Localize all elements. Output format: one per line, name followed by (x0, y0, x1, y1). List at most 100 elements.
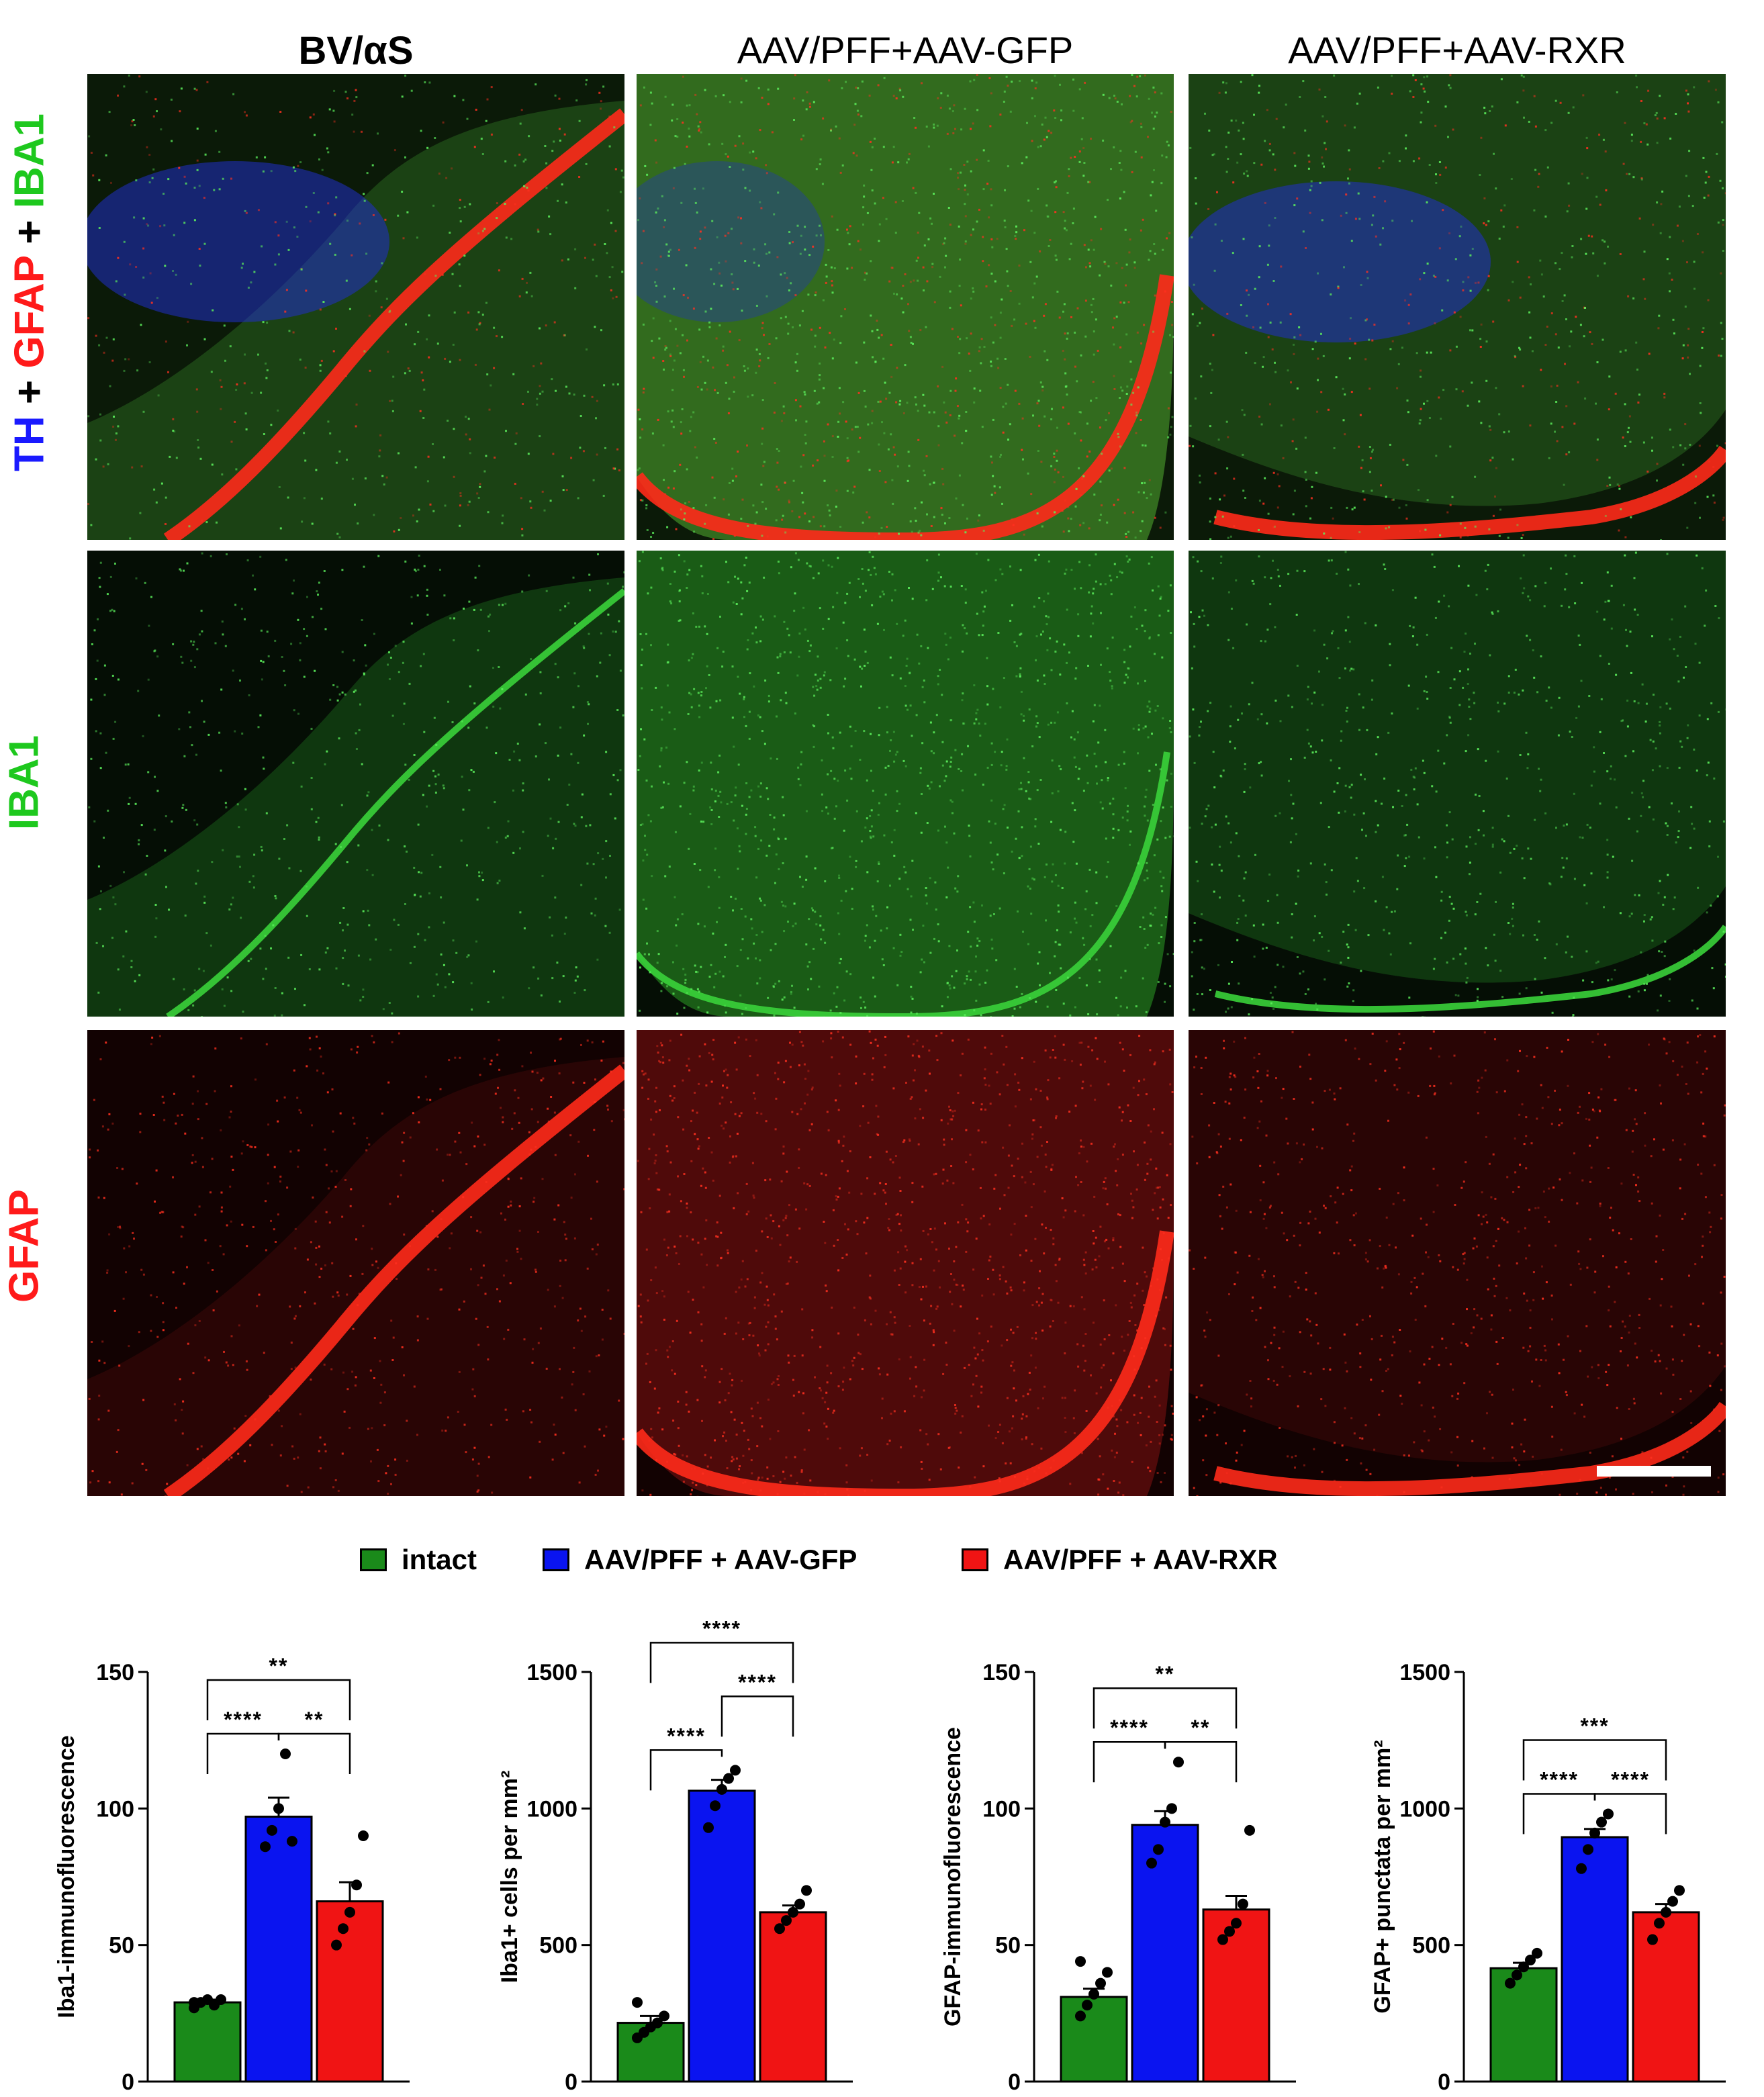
data-point (287, 1836, 297, 1847)
data-point (1674, 1885, 1685, 1896)
data-point (1576, 1863, 1587, 1874)
y-axis-label: GFAP-immunofluorescence (940, 1727, 966, 2026)
data-point (716, 1784, 727, 1795)
y-axis-label: Iba1+ cells per mm² (497, 1771, 522, 1984)
legend-label-gfp: AAV/PFF + AAV-GFP (584, 1544, 857, 1576)
micrograph-image (87, 74, 624, 540)
data-point (1082, 2000, 1093, 2010)
bar (1061, 1997, 1127, 2082)
y-tick-label: 0 (565, 2069, 577, 2095)
data-point (344, 1907, 355, 1918)
micrograph-panel (637, 1030, 1174, 1496)
data-point (1583, 1844, 1593, 1855)
row-label-part: GFAP (1, 1189, 48, 1303)
y-tick-label: 100 (96, 1796, 134, 1822)
significance-stars: **** (1611, 1767, 1650, 1791)
column-title-text: AAV/PFF+AAV-GFP (737, 29, 1074, 71)
row-label-part: + (7, 208, 53, 256)
y-tick-label: 150 (982, 1660, 1021, 1685)
data-point (703, 1822, 714, 1833)
data-point (1160, 1817, 1170, 1828)
data-point (730, 1765, 741, 1775)
data-point (1075, 2010, 1086, 2021)
bar-chart-svg: GFAP+ punctata per mm²050010001500******… (1343, 1598, 1732, 2094)
column-title-text: BV/αS (298, 29, 413, 73)
y-tick-label: 1500 (526, 1660, 577, 1685)
significance-stars: ** (1191, 1716, 1211, 1740)
data-point (1166, 1803, 1177, 1814)
bar (1633, 1912, 1699, 2082)
significance-stars: ** (269, 1654, 289, 1678)
significance-stars: *** (1580, 1714, 1609, 1738)
significance-stars: **** (224, 1708, 263, 1732)
y-tick-label: 100 (982, 1796, 1021, 1822)
y-tick-label: 0 (1008, 2069, 1021, 2095)
data-point (358, 1830, 369, 1841)
data-point (1095, 1978, 1106, 1989)
significance-bracket (722, 1696, 793, 1736)
bar (317, 1902, 383, 2082)
y-tick-label: 1000 (1399, 1796, 1450, 1822)
column-title-rxr: AAV/PFF+AAV-RXR (1189, 28, 1726, 72)
data-point (710, 1800, 721, 1811)
data-point (189, 1997, 199, 2008)
significance-stars: **** (738, 1670, 777, 1694)
significance-bracket (651, 1750, 722, 1790)
row-label-gfap: GFAP (1, 1179, 48, 1313)
legend: intact (360, 1541, 477, 1579)
micrograph-image (637, 1030, 1174, 1496)
significance-stars: **** (702, 1616, 741, 1640)
bar (1491, 1968, 1557, 2082)
data-point (351, 1879, 362, 1890)
data-point (216, 1994, 226, 2005)
column-title-gfp: AAV/PFF+AAV-GFP (637, 28, 1174, 72)
significance-stars: **** (1540, 1767, 1579, 1791)
micrograph-panel (1189, 74, 1726, 540)
data-point (1244, 1825, 1255, 1836)
legend-swatch-rxr (962, 1548, 988, 1571)
legend-label-intact: intact (402, 1544, 477, 1576)
micrograph-panel (1189, 551, 1726, 1017)
bar (1562, 1837, 1628, 2082)
micrograph-image (87, 551, 624, 1017)
column-title-bv-as: BV/αS (87, 28, 624, 73)
data-point (1075, 1956, 1086, 1967)
data-point (260, 1841, 271, 1852)
data-point (794, 1899, 805, 1910)
y-tick-label: 50 (995, 1933, 1021, 1959)
data-point (801, 1885, 812, 1896)
row-label-part: IBA1 (1, 735, 48, 830)
row-label-merged: TH + GFAP + IBA1 (6, 105, 54, 481)
legend: AAV/PFF + AAV-GFP (543, 1541, 857, 1579)
data-point (1661, 1907, 1671, 1918)
micrograph-image (1189, 74, 1726, 540)
data-point (632, 1997, 643, 2008)
y-tick-label: 0 (122, 2069, 134, 2095)
y-tick-label: 0 (1438, 2069, 1450, 2095)
significance-stars: ** (305, 1708, 324, 1732)
bar (1132, 1825, 1198, 2082)
data-point (331, 1940, 342, 1951)
y-tick-label: 50 (109, 1933, 134, 1959)
data-point (1589, 1828, 1600, 1838)
significance-stars: **** (667, 1724, 706, 1748)
y-tick-label: 150 (96, 1660, 134, 1685)
bar (246, 1817, 312, 2082)
micrograph-image (637, 74, 1174, 540)
bar-chart-svg: Iba1+ cells per mm²050010001500*********… (470, 1598, 860, 2094)
data-point (1153, 1844, 1164, 1855)
micrograph-image (637, 551, 1174, 1017)
significance-stars: **** (1110, 1716, 1149, 1740)
data-point (273, 1803, 284, 1814)
y-axis-label: GFAP+ punctata per mm² (1370, 1740, 1395, 2013)
micrograph-image (87, 1030, 624, 1496)
y-tick-label: 500 (539, 1933, 577, 1959)
micrograph-panel (87, 551, 624, 1017)
micrograph-panel (1189, 1030, 1726, 1496)
data-point (1667, 1896, 1678, 1907)
